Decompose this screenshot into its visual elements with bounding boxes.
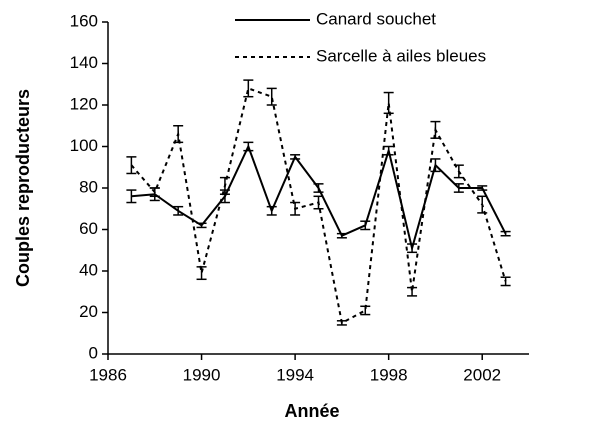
legend-label: Sarcelle à ailes bleues [316,46,486,65]
y-tick-label: 0 [89,343,98,362]
series-line [130,87,507,325]
x-tick-label: 2002 [463,365,501,384]
error-bar [243,79,254,98]
legend-label: Canard souchet [316,9,436,28]
y-tick-label: 80 [79,177,98,196]
error-bar [266,87,277,106]
y-tick-label: 120 [70,94,98,113]
x-axis-label: Année [284,401,339,421]
x-tick-label: 1986 [89,365,127,384]
x-tick-label: 1998 [370,365,408,384]
y-tick-label: 160 [70,11,98,30]
y-tick-label: 40 [79,260,98,279]
y-tick-label: 140 [70,53,98,72]
y-tick-label: 20 [79,302,98,321]
y-tick-label: 100 [70,136,98,155]
x-tick-label: 1994 [276,365,314,384]
series-line [131,143,507,253]
y-tick-label: 60 [79,219,98,238]
x-tick-label: 1990 [183,365,221,384]
y-axis-label: Couples reproducteurs [13,89,33,287]
